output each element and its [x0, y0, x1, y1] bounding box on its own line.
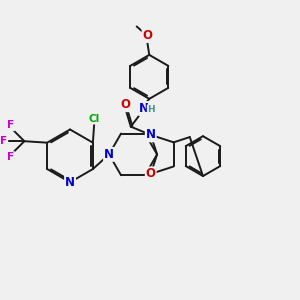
Text: H: H — [148, 105, 155, 114]
Text: F: F — [7, 152, 14, 162]
Text: N: N — [146, 128, 156, 141]
Text: O: O — [142, 29, 152, 42]
Text: F: F — [7, 120, 14, 130]
Text: N: N — [65, 176, 75, 189]
Text: Cl: Cl — [89, 114, 100, 124]
Text: F: F — [0, 136, 8, 146]
Text: N: N — [104, 148, 114, 161]
Text: O: O — [120, 98, 130, 111]
Text: O: O — [146, 167, 156, 180]
Text: N: N — [139, 102, 149, 115]
